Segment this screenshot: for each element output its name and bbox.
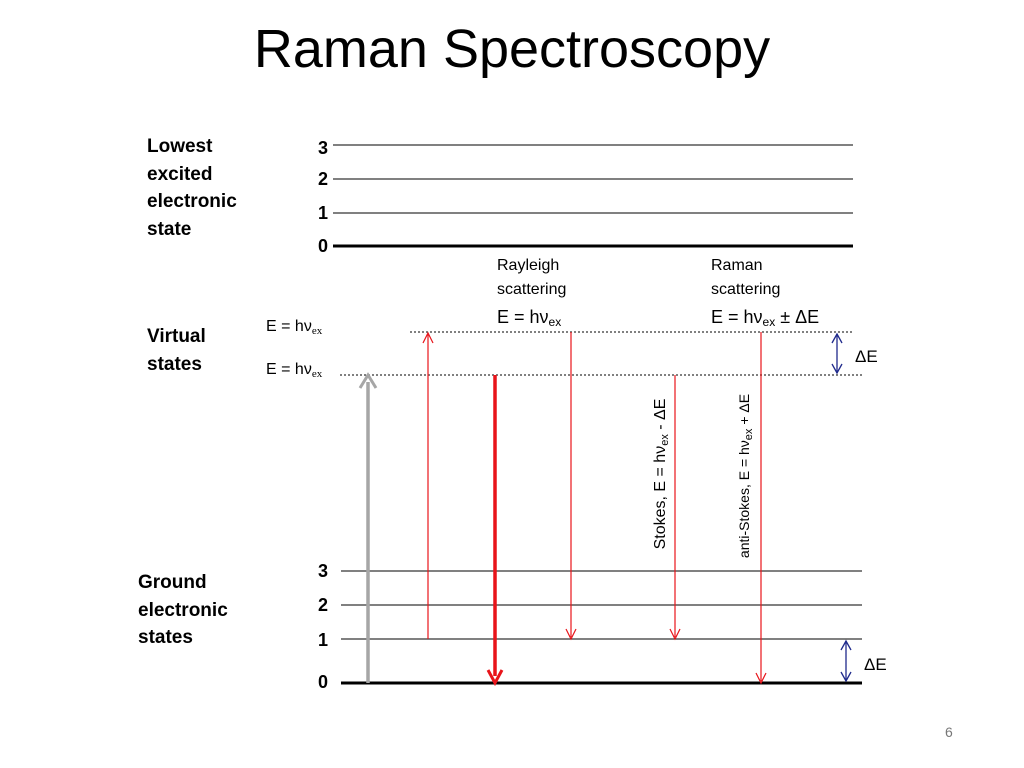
slide-title: Raman Spectroscopy [253, 19, 771, 79]
excited-label-line-3: electronic [147, 191, 237, 212]
delta-e-ground-label: ΔE [864, 655, 887, 674]
excited-level-2: 2 [318, 169, 329, 189]
excitation-arrow [358, 372, 378, 683]
ground-level-0: 0 [318, 672, 329, 692]
ground-level-3: 3 [318, 561, 329, 581]
delta-e-ground-arrow [840, 639, 852, 683]
virtual-label-line-1: Virtual [147, 326, 206, 347]
raman-caption-line-2: scattering [711, 281, 781, 298]
excited-label-line-4: state [147, 218, 192, 240]
excited-level-0: 0 [318, 236, 329, 256]
virtual-energy-lower: E = hνex [266, 361, 323, 380]
virtual-energy-upper: E = hνex [266, 318, 323, 337]
delta-e-virtual-label: ΔE [855, 347, 878, 366]
excited-level-1: 1 [318, 203, 329, 223]
excited-label-line-1: Lowest [147, 136, 213, 157]
virtual-label-line-2: states [147, 353, 202, 375]
anti-stokes-arrow [755, 332, 767, 685]
ground-level-2: 2 [318, 595, 329, 615]
raman-caption: Raman scattering [711, 254, 780, 302]
excited-state-label: Lowest excited electronic state [147, 133, 237, 243]
rayleigh-equation: E = hνex [497, 307, 562, 329]
rayleigh-caption-line-1: Rayleigh [497, 257, 560, 274]
ground-label-line-2: electronic [138, 599, 228, 621]
slide-number: 6 [945, 724, 953, 740]
rayleigh-emission-arrow [486, 375, 504, 687]
excitation-from-v1-arrow [422, 331, 434, 639]
raman-caption-line-1: Raman [711, 257, 763, 274]
ground-label-line-1: Ground [138, 572, 207, 593]
stokes-arrow [669, 375, 681, 641]
excited-label-line-2: excited [147, 163, 213, 185]
ground-states-label: Ground electronic states [138, 569, 228, 652]
delta-e-virtual-arrow [831, 332, 843, 375]
virtual-states-label: Virtual states [147, 323, 206, 378]
raman-equation: E = hνex ± ΔE [711, 307, 820, 329]
rayleigh-caption: Rayleigh scattering [497, 254, 566, 302]
ground-level-1: 1 [318, 630, 329, 650]
rayleigh-scatter-arrow [565, 332, 577, 641]
excited-level-3: 3 [318, 138, 329, 158]
ground-label-line-3: states [138, 627, 193, 648]
rayleigh-caption-line-2: scattering [497, 281, 567, 298]
